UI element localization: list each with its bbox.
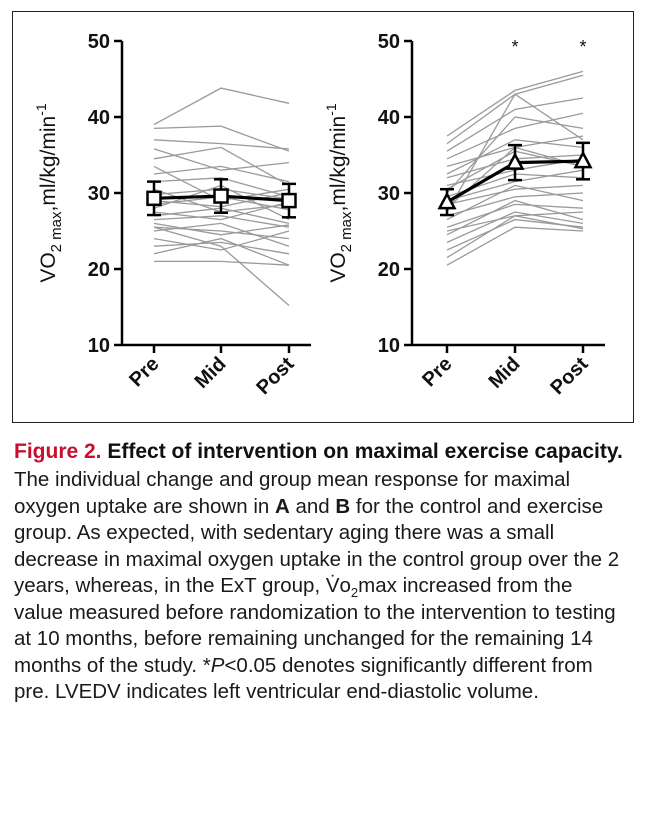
y-tick-label: 30 bbox=[378, 183, 400, 205]
caption-text-1: The individual change and group mean res… bbox=[14, 468, 571, 518]
individual-line bbox=[153, 237, 290, 266]
individual-line bbox=[446, 199, 584, 236]
y-axis-label: VO2 max,ml/kg/min-1 bbox=[323, 103, 355, 283]
y-label-main: VO bbox=[327, 252, 350, 282]
individual-line bbox=[446, 192, 584, 217]
caption-italic-p: P bbox=[210, 653, 225, 677]
x-tick-label: Pre bbox=[125, 353, 163, 391]
figure-number: Figure 2. bbox=[14, 440, 102, 463]
mean-marker-triangle bbox=[505, 151, 525, 170]
individual-line bbox=[153, 241, 290, 255]
panel-ref-b: B bbox=[335, 494, 351, 518]
y-label-sub: 2 bbox=[48, 244, 65, 252]
y-tick-label: 10 bbox=[378, 335, 400, 357]
y-label-sub: max bbox=[48, 211, 65, 244]
y-label-main: VO bbox=[37, 252, 60, 282]
caption-title-text: Effect of intervention on maximal exerci… bbox=[101, 440, 623, 463]
y-tick-label: 50 bbox=[88, 31, 110, 53]
panel-ref-a: A bbox=[274, 494, 290, 518]
mean-marker-triangle bbox=[573, 150, 593, 169]
y-label-unit: ,ml/kg/min bbox=[37, 116, 60, 212]
individual-line bbox=[446, 93, 584, 213]
x-tick-label: Pre bbox=[418, 353, 456, 391]
x-tick-label: Post bbox=[546, 353, 592, 399]
individual-line bbox=[153, 226, 290, 306]
y-tick-label: 30 bbox=[88, 183, 110, 205]
individual-line bbox=[153, 222, 290, 236]
individual-line bbox=[446, 139, 584, 175]
y-label-sup: -1 bbox=[323, 103, 339, 116]
x-tick-label: Mid bbox=[191, 353, 231, 393]
mean-marker-square bbox=[281, 192, 297, 209]
individual-line bbox=[153, 215, 290, 228]
individual-line bbox=[153, 87, 290, 126]
mean-marker-square bbox=[213, 188, 229, 204]
caption-subscript: 2 bbox=[350, 585, 359, 601]
y-tick-label: 20 bbox=[88, 259, 110, 281]
individual-line bbox=[446, 215, 584, 259]
individual-line bbox=[446, 226, 584, 266]
individual-line bbox=[153, 125, 290, 152]
y-tick-label: 50 bbox=[378, 31, 400, 53]
caption-text-2: and bbox=[289, 494, 336, 518]
y-label-sub: max bbox=[338, 211, 355, 244]
y-axis-label: VO2 max,ml/kg/min-1 bbox=[33, 103, 65, 283]
significance-asterisk: * bbox=[579, 37, 586, 57]
individual-line bbox=[446, 211, 584, 243]
individual-line bbox=[446, 169, 584, 202]
caption-text-5: <0.05 denotes significantly different fr… bbox=[14, 653, 593, 704]
caption-body: The individual change and group mean res… bbox=[14, 467, 624, 706]
individual-line bbox=[153, 146, 290, 186]
y-label-unit: ,ml/kg/min bbox=[327, 116, 350, 212]
y-label-sup: -1 bbox=[33, 103, 49, 116]
individual-line bbox=[446, 211, 584, 232]
x-tick-label: Post bbox=[252, 353, 298, 399]
individual-line bbox=[446, 97, 584, 152]
y-tick-label: 40 bbox=[378, 107, 400, 129]
individual-line bbox=[446, 70, 584, 137]
individual-line bbox=[446, 184, 584, 206]
significance-asterisk: * bbox=[511, 37, 518, 57]
y-label-sub: 2 bbox=[338, 244, 355, 252]
individual-line bbox=[446, 112, 584, 160]
individual-line bbox=[153, 201, 290, 221]
individual-line bbox=[153, 148, 290, 171]
individual-line bbox=[153, 177, 290, 198]
individual-line bbox=[446, 184, 584, 221]
caption-title: Figure 2. Effect of intervention on maxi… bbox=[14, 438, 624, 465]
individual-line bbox=[153, 230, 290, 251]
individual-line bbox=[153, 222, 290, 247]
panel-a: 10 20 30 40 50 Pre Mid Post VO2 max,ml/kg/min-1 bbox=[33, 31, 311, 399]
individual-line bbox=[153, 165, 290, 183]
individual-line bbox=[153, 139, 290, 150]
y-tick-label: 40 bbox=[88, 107, 110, 129]
individual-line bbox=[154, 260, 290, 266]
mean-marker-triangle bbox=[437, 191, 457, 210]
individual-line bbox=[446, 203, 584, 228]
panel-b: 10 20 30 40 50 Pre Mid Post VO2 max,ml/kg/min-1 *… bbox=[323, 31, 605, 399]
mean-marker-square bbox=[146, 190, 162, 207]
figure-panel: 10 20 30 40 50 Pre Mid Post VO2 max,ml/kg/min-1 1… bbox=[12, 11, 634, 423]
caption-text-3: for the control and exercise group. As e… bbox=[14, 494, 620, 598]
y-tick-label: 10 bbox=[88, 335, 110, 357]
x-tick-label: Mid bbox=[485, 353, 525, 393]
caption-text-4: max increased from the value measured be… bbox=[14, 574, 616, 677]
y-tick-label: 20 bbox=[378, 259, 400, 281]
figure-caption: Figure 2. Effect of intervention on maxi… bbox=[14, 438, 624, 706]
